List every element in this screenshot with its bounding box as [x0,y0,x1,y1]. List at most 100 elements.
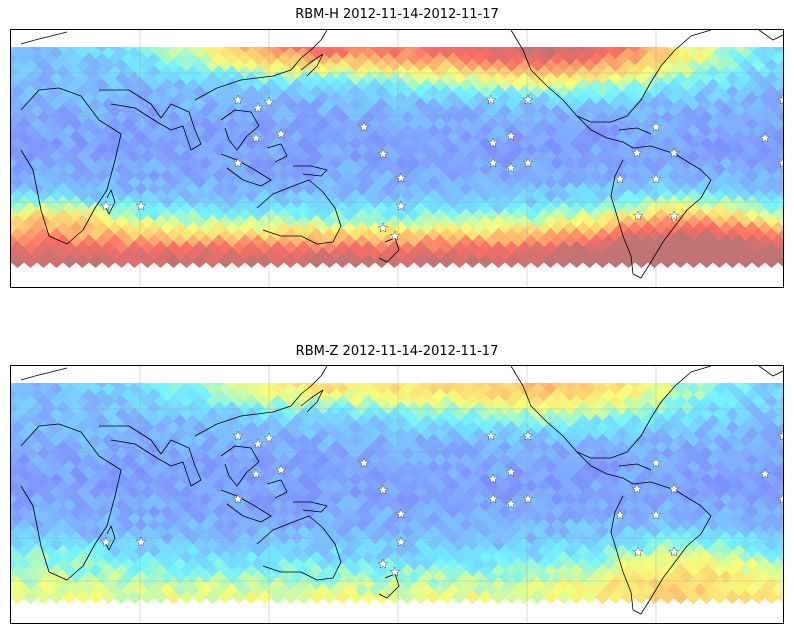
field-cell [471,169,487,185]
field-cell [334,162,351,179]
field-cell [42,414,58,430]
field-cell [217,563,234,580]
field-cell [490,188,507,205]
field-cell [55,466,71,482]
field-cell [152,383,169,398]
field-cell [230,47,247,62]
field-cell [503,188,520,205]
field-cell [48,498,65,515]
field-cell [497,440,513,456]
field-cell [354,570,370,586]
field-cell [81,557,97,573]
field-cell [406,557,422,573]
field-cell [497,557,513,573]
field-cell [393,492,409,508]
coastline [293,165,328,177]
field-cell [490,576,507,593]
field-cell [341,47,357,55]
field-cell [477,201,494,218]
field-cell [425,459,442,476]
field-cell [354,479,370,495]
field-cell [42,453,58,469]
field-cell [783,182,784,197]
field-cell [432,221,448,237]
field-cell [172,169,188,185]
field-cell [178,58,195,75]
field-cell [178,136,195,153]
field-cell [146,505,162,521]
field-cell [425,227,442,244]
field-cell [35,563,52,580]
field-cell [146,427,162,443]
field-cell [380,557,396,573]
field-cell [373,498,390,515]
field-cell [419,544,435,560]
field-cell [289,557,305,573]
field-cell [42,570,58,586]
field-cell [87,420,104,437]
field-cell [295,407,312,424]
field-cell [230,123,247,140]
field-cell [360,227,377,244]
field-cell [22,214,39,231]
field-cell [94,466,110,482]
field-cell [302,557,318,573]
field-cell [35,576,52,593]
field-cell [61,485,78,502]
field-cell [497,505,513,521]
field-cell [94,388,110,404]
coastline [758,366,783,377]
field-cell [438,472,455,489]
field-cell [191,47,208,62]
field-cell [451,498,468,515]
field-cell [159,414,175,430]
field-cell [386,433,403,450]
field-cell [191,459,208,476]
field-cell [198,182,214,198]
field-cell [159,182,175,198]
field-cell [100,407,117,424]
field-cell [74,188,91,205]
field-cell [48,175,65,192]
field-cell [354,234,370,250]
field-cell [373,188,390,205]
field-cell [367,234,383,250]
field-cell [139,84,156,101]
field-cell [146,466,162,482]
field-cell [237,169,253,185]
field-cell [113,550,130,567]
field-cell [438,394,455,411]
field-cell [568,47,585,62]
field-cell [380,208,396,224]
field-cell [510,221,526,237]
field-cell [510,169,526,185]
field-cell [334,394,351,411]
field-cell [29,221,45,237]
field-cell [172,544,188,560]
field-cell [445,182,461,198]
field-cell [783,234,784,249]
coastline [266,479,288,499]
field-cell [360,175,377,192]
field-cell [198,195,214,211]
field-cell [230,58,247,75]
field-cell [347,511,364,528]
field-cell [367,414,383,430]
field-cell [100,459,117,476]
field-cell [126,201,143,218]
field-cell [237,531,253,547]
field-cell [477,446,494,463]
field-cell [445,505,461,521]
field-cell [328,479,344,495]
field-cell [471,47,487,55]
field-cell [406,234,422,250]
field-cell [100,383,117,398]
field-cell [113,485,130,502]
field-cell [48,201,65,218]
white-star-icon [777,493,783,504]
field-cell [419,414,435,430]
field-cell [380,47,396,55]
field-cell [380,544,396,560]
field-cell [204,162,221,179]
field-cell [172,583,188,599]
